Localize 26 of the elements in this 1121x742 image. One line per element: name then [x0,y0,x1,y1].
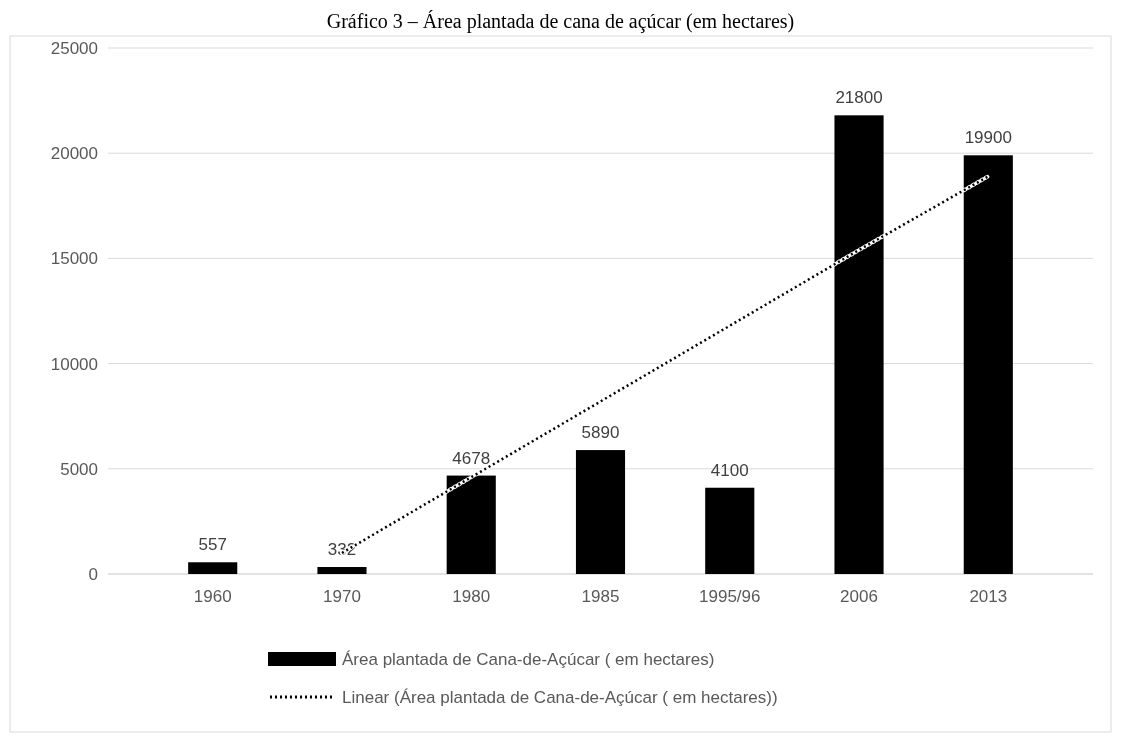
y-tick-label: 5000 [60,459,98,479]
x-tick-label: 2006 [840,587,878,606]
x-tick-label: 1985 [581,587,620,606]
legend-label: Área plantada de Cana-de-Açúcar ( em hectares) [342,649,715,669]
data-label: 4100 [710,460,749,480]
x-tick-label: 2013 [969,587,1008,606]
data-label: 4678 [452,448,491,468]
x-tick-label: 1980 [452,587,491,606]
legend-label: Linear (Área plantada de Cana-de-Açúcar ( em hectares)) [342,687,778,707]
data-label: 557 [198,535,227,555]
data-label: 19900 [964,128,1012,148]
x-tick-label: 1960 [193,587,232,606]
bar [188,562,238,574]
bar [575,450,626,574]
x-tick-label: 1995/96 [699,587,761,606]
bar [317,567,367,574]
data-label: 21800 [835,88,883,108]
bar [705,487,755,574]
chart-title: Gráfico 3 – Área plantada de cana de açúcar (em hectares) [326,10,795,33]
data-label: 5890 [581,423,620,443]
y-tick-label: 20000 [50,144,98,164]
y-tick-label: 10000 [50,354,98,374]
x-tick-label: 1970 [323,587,361,606]
y-tick-label: 25000 [50,38,98,58]
y-tick-label: 15000 [50,249,98,269]
y-tick-label: 0 [88,564,98,584]
